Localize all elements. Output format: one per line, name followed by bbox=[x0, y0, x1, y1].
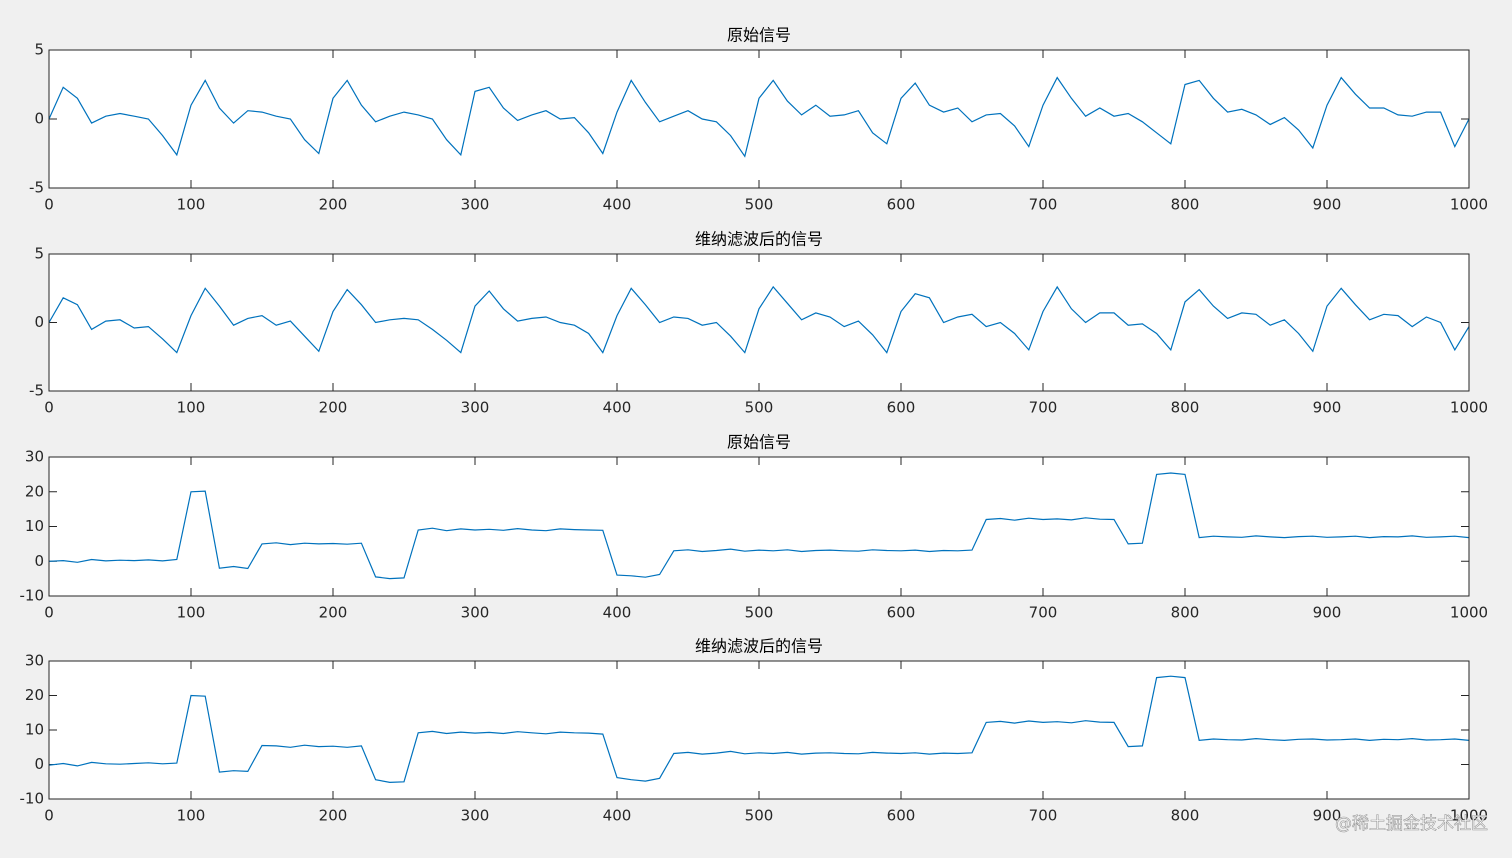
y-tick-label: -5 bbox=[29, 179, 44, 197]
x-tick-label: 800 bbox=[1171, 399, 1200, 417]
y-tick-label: 10 bbox=[25, 517, 44, 535]
x-tick-label: 1000 bbox=[1450, 604, 1488, 622]
y-tick-label: 5 bbox=[34, 245, 44, 263]
y-tick-label: 0 bbox=[34, 755, 44, 773]
signal-line bbox=[48, 472, 1470, 580]
x-tick-label: 900 bbox=[1313, 399, 1342, 417]
x-tick-label: 200 bbox=[319, 604, 348, 622]
x-tick-label: 600 bbox=[887, 807, 916, 825]
x-tick-label: 0 bbox=[44, 807, 54, 825]
signal-line bbox=[48, 76, 1470, 158]
x-tick-label: 700 bbox=[1029, 399, 1058, 417]
axes-title: 原始信号 bbox=[727, 433, 791, 452]
x-tick-label: 500 bbox=[745, 807, 774, 825]
x-tick-label: 800 bbox=[1171, 604, 1200, 622]
y-tick-label: 20 bbox=[25, 482, 44, 500]
x-tick-label: 900 bbox=[1313, 196, 1342, 214]
y-tick-label: 5 bbox=[34, 41, 44, 59]
y-tick-label: 30 bbox=[25, 652, 44, 670]
x-tick-label: 700 bbox=[1029, 196, 1058, 214]
y-tick-label: 0 bbox=[34, 110, 44, 128]
axes-background bbox=[49, 661, 1469, 799]
axes-background bbox=[49, 254, 1469, 391]
axes-box bbox=[48, 253, 1470, 392]
axes-box bbox=[48, 49, 1470, 189]
x-tick-label: 0 bbox=[44, 196, 54, 214]
x-tick-label: 300 bbox=[461, 196, 490, 214]
x-tick-label: 800 bbox=[1171, 807, 1200, 825]
x-tick-label: 700 bbox=[1029, 807, 1058, 825]
signal-line bbox=[48, 675, 1470, 784]
x-tick-label: 900 bbox=[1313, 807, 1342, 825]
y-tick-label: -10 bbox=[20, 587, 45, 605]
signal-line bbox=[48, 285, 1470, 354]
x-tick-label: 0 bbox=[44, 399, 54, 417]
x-tick-label: 500 bbox=[745, 196, 774, 214]
axes-title: 维纳滤波后的信号 bbox=[695, 637, 823, 656]
x-tick-label: 100 bbox=[177, 196, 206, 214]
axes-background bbox=[49, 457, 1469, 596]
x-tick-label: 300 bbox=[461, 807, 490, 825]
x-tick-label: 500 bbox=[745, 399, 774, 417]
y-tick-label: 20 bbox=[25, 686, 44, 704]
x-tick-label: 0 bbox=[44, 604, 54, 622]
x-tick-label: 400 bbox=[603, 196, 632, 214]
y-tick-label: -10 bbox=[20, 790, 45, 808]
x-tick-label: 400 bbox=[603, 807, 632, 825]
x-tick-label: 400 bbox=[603, 604, 632, 622]
axes-box bbox=[48, 456, 1470, 597]
x-tick-label: 300 bbox=[461, 399, 490, 417]
x-tick-label: 200 bbox=[319, 807, 348, 825]
x-tick-label: 300 bbox=[461, 604, 490, 622]
y-tick-label: 10 bbox=[25, 721, 44, 739]
x-tick-label: 100 bbox=[177, 399, 206, 417]
x-tick-label: 600 bbox=[887, 604, 916, 622]
y-tick-label: -5 bbox=[29, 382, 44, 400]
y-tick-label: 0 bbox=[34, 313, 44, 331]
x-tick-label: 600 bbox=[887, 196, 916, 214]
axes-title: 原始信号 bbox=[727, 26, 791, 45]
x-tick-label: 1000 bbox=[1450, 399, 1488, 417]
x-tick-label: 100 bbox=[177, 807, 206, 825]
axes-box bbox=[48, 660, 1470, 800]
x-tick-label: 200 bbox=[319, 196, 348, 214]
x-tick-label: 1000 bbox=[1450, 196, 1488, 214]
x-tick-label: 100 bbox=[177, 604, 206, 622]
x-tick-label: 800 bbox=[1171, 196, 1200, 214]
x-tick-label: 200 bbox=[319, 399, 348, 417]
y-tick-label: 30 bbox=[25, 448, 44, 466]
x-tick-label: 700 bbox=[1029, 604, 1058, 622]
x-tick-label: 400 bbox=[603, 399, 632, 417]
watermark: @稀土掘金技术社区 bbox=[1335, 814, 1488, 834]
x-tick-label: 900 bbox=[1313, 604, 1342, 622]
axes-background bbox=[49, 50, 1469, 188]
y-tick-label: 0 bbox=[34, 552, 44, 570]
x-tick-label: 500 bbox=[745, 604, 774, 622]
x-tick-label: 1000 bbox=[1450, 807, 1488, 825]
axes-title: 维纳滤波后的信号 bbox=[695, 230, 823, 249]
x-tick-label: 600 bbox=[887, 399, 916, 417]
